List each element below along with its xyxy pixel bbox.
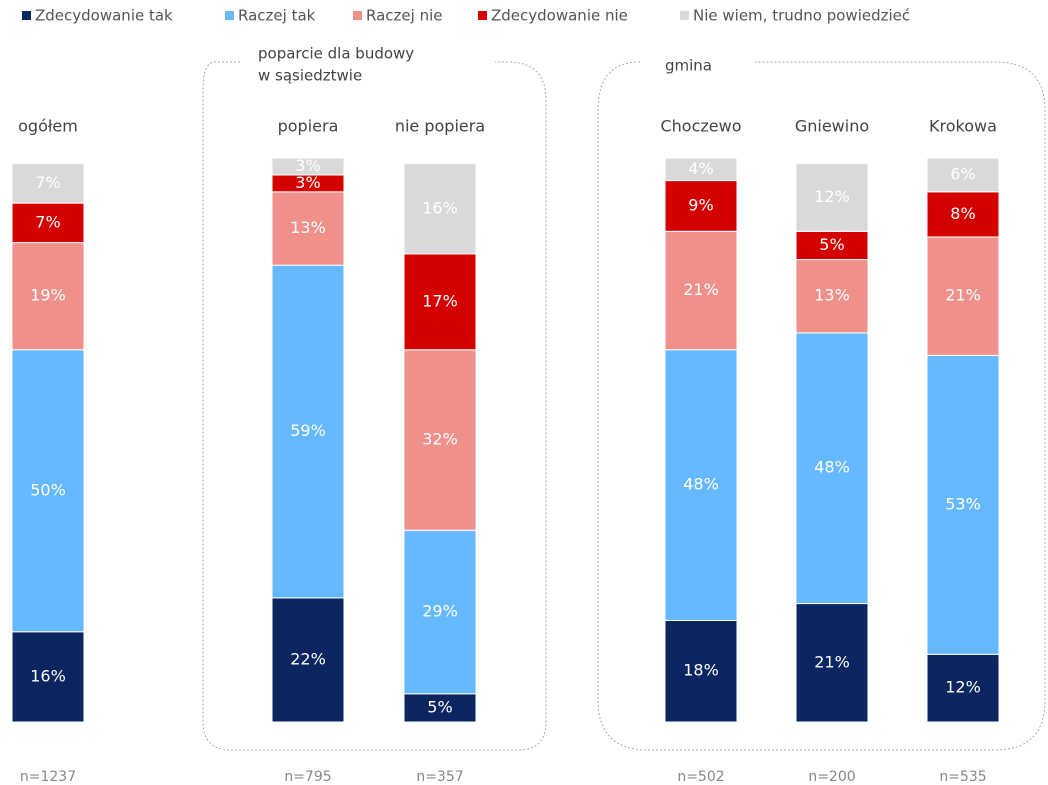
value-label: 21% [945, 286, 981, 305]
value-label: 32% [422, 430, 458, 449]
group-label: gmina [665, 57, 712, 75]
legend-swatch [353, 11, 362, 20]
value-label: 17% [422, 291, 458, 310]
legend-swatch [225, 11, 234, 20]
bar-segment [795, 163, 869, 232]
legend-label: Zdecydowanie tak [35, 7, 173, 25]
legend-label: Zdecydowanie nie [491, 7, 628, 25]
value-label: 13% [290, 218, 326, 237]
category-label: ogółem [18, 117, 78, 136]
category-label: popiera [278, 117, 339, 136]
bar-segment [926, 191, 1000, 238]
bar-segment [271, 157, 345, 176]
legend-label: Raczej nie [366, 7, 442, 25]
group-label: poparcie dla budowy [258, 45, 414, 63]
category-label: Krokowa [929, 117, 997, 136]
value-label: 7% [35, 212, 60, 231]
value-label: 12% [814, 187, 850, 206]
value-label: 3% [295, 173, 320, 192]
bar-segment [403, 349, 477, 531]
n-label: n=1237 [20, 769, 76, 785]
bar-segment [664, 180, 738, 232]
bar-segment [664, 619, 738, 723]
n-label: n=357 [416, 769, 463, 785]
n-label: n=795 [284, 769, 331, 785]
value-label: 48% [814, 458, 850, 477]
bar-segment [795, 259, 869, 334]
n-label: n=502 [677, 769, 724, 785]
value-label: 22% [290, 649, 326, 668]
value-label: 18% [683, 661, 719, 680]
bar-segment [403, 529, 477, 695]
bar-segment [795, 230, 869, 261]
category-label: nie popiera [395, 117, 485, 136]
value-label: 48% [683, 475, 719, 494]
value-label: 8% [950, 204, 975, 223]
value-label: 12% [945, 678, 981, 697]
value-label: 9% [688, 195, 713, 214]
group-box [597, 61, 1046, 751]
legend-label: Nie wiem, trudno powiedzieć [693, 7, 910, 25]
bar-segment [664, 230, 738, 351]
n-label: n=200 [808, 769, 855, 785]
group-box [202, 61, 547, 751]
value-label: 50% [30, 480, 66, 499]
bar-segment [926, 236, 1000, 356]
value-label: 13% [814, 286, 850, 305]
value-label: 21% [814, 652, 850, 671]
legend-label: Raczej tak [238, 7, 316, 25]
value-label: 3% [295, 156, 320, 175]
bar-segment [271, 191, 345, 266]
bar-segment [664, 157, 738, 182]
bar-segment [403, 163, 477, 255]
value-label: 16% [30, 666, 66, 685]
value-label: 29% [422, 602, 458, 621]
group-label: w sąsiedztwie [258, 67, 362, 85]
bar-segment [11, 163, 85, 204]
value-label: 59% [290, 421, 326, 440]
value-label: 5% [819, 235, 844, 254]
legend-swatch [680, 11, 689, 20]
bar-segment [926, 157, 1000, 193]
bar-segment [11, 242, 85, 351]
value-label: 19% [30, 286, 66, 305]
category-label: Gniewino [795, 117, 869, 136]
legend-swatch [22, 11, 31, 20]
bar-segment [795, 332, 869, 605]
value-label: 5% [427, 697, 452, 716]
value-label: 6% [950, 164, 975, 183]
n-label: n=535 [939, 769, 986, 785]
bar-segment [926, 354, 1000, 655]
value-label: 7% [35, 173, 60, 192]
legend-swatch [478, 11, 487, 20]
value-label: 4% [688, 159, 713, 178]
bar-segment [795, 603, 869, 723]
bar-segment [403, 253, 477, 351]
value-label: 16% [422, 198, 458, 217]
category-label: Choczewo [660, 117, 741, 136]
value-label: 53% [945, 494, 981, 513]
bar-segment [11, 349, 85, 633]
value-label: 21% [683, 280, 719, 299]
